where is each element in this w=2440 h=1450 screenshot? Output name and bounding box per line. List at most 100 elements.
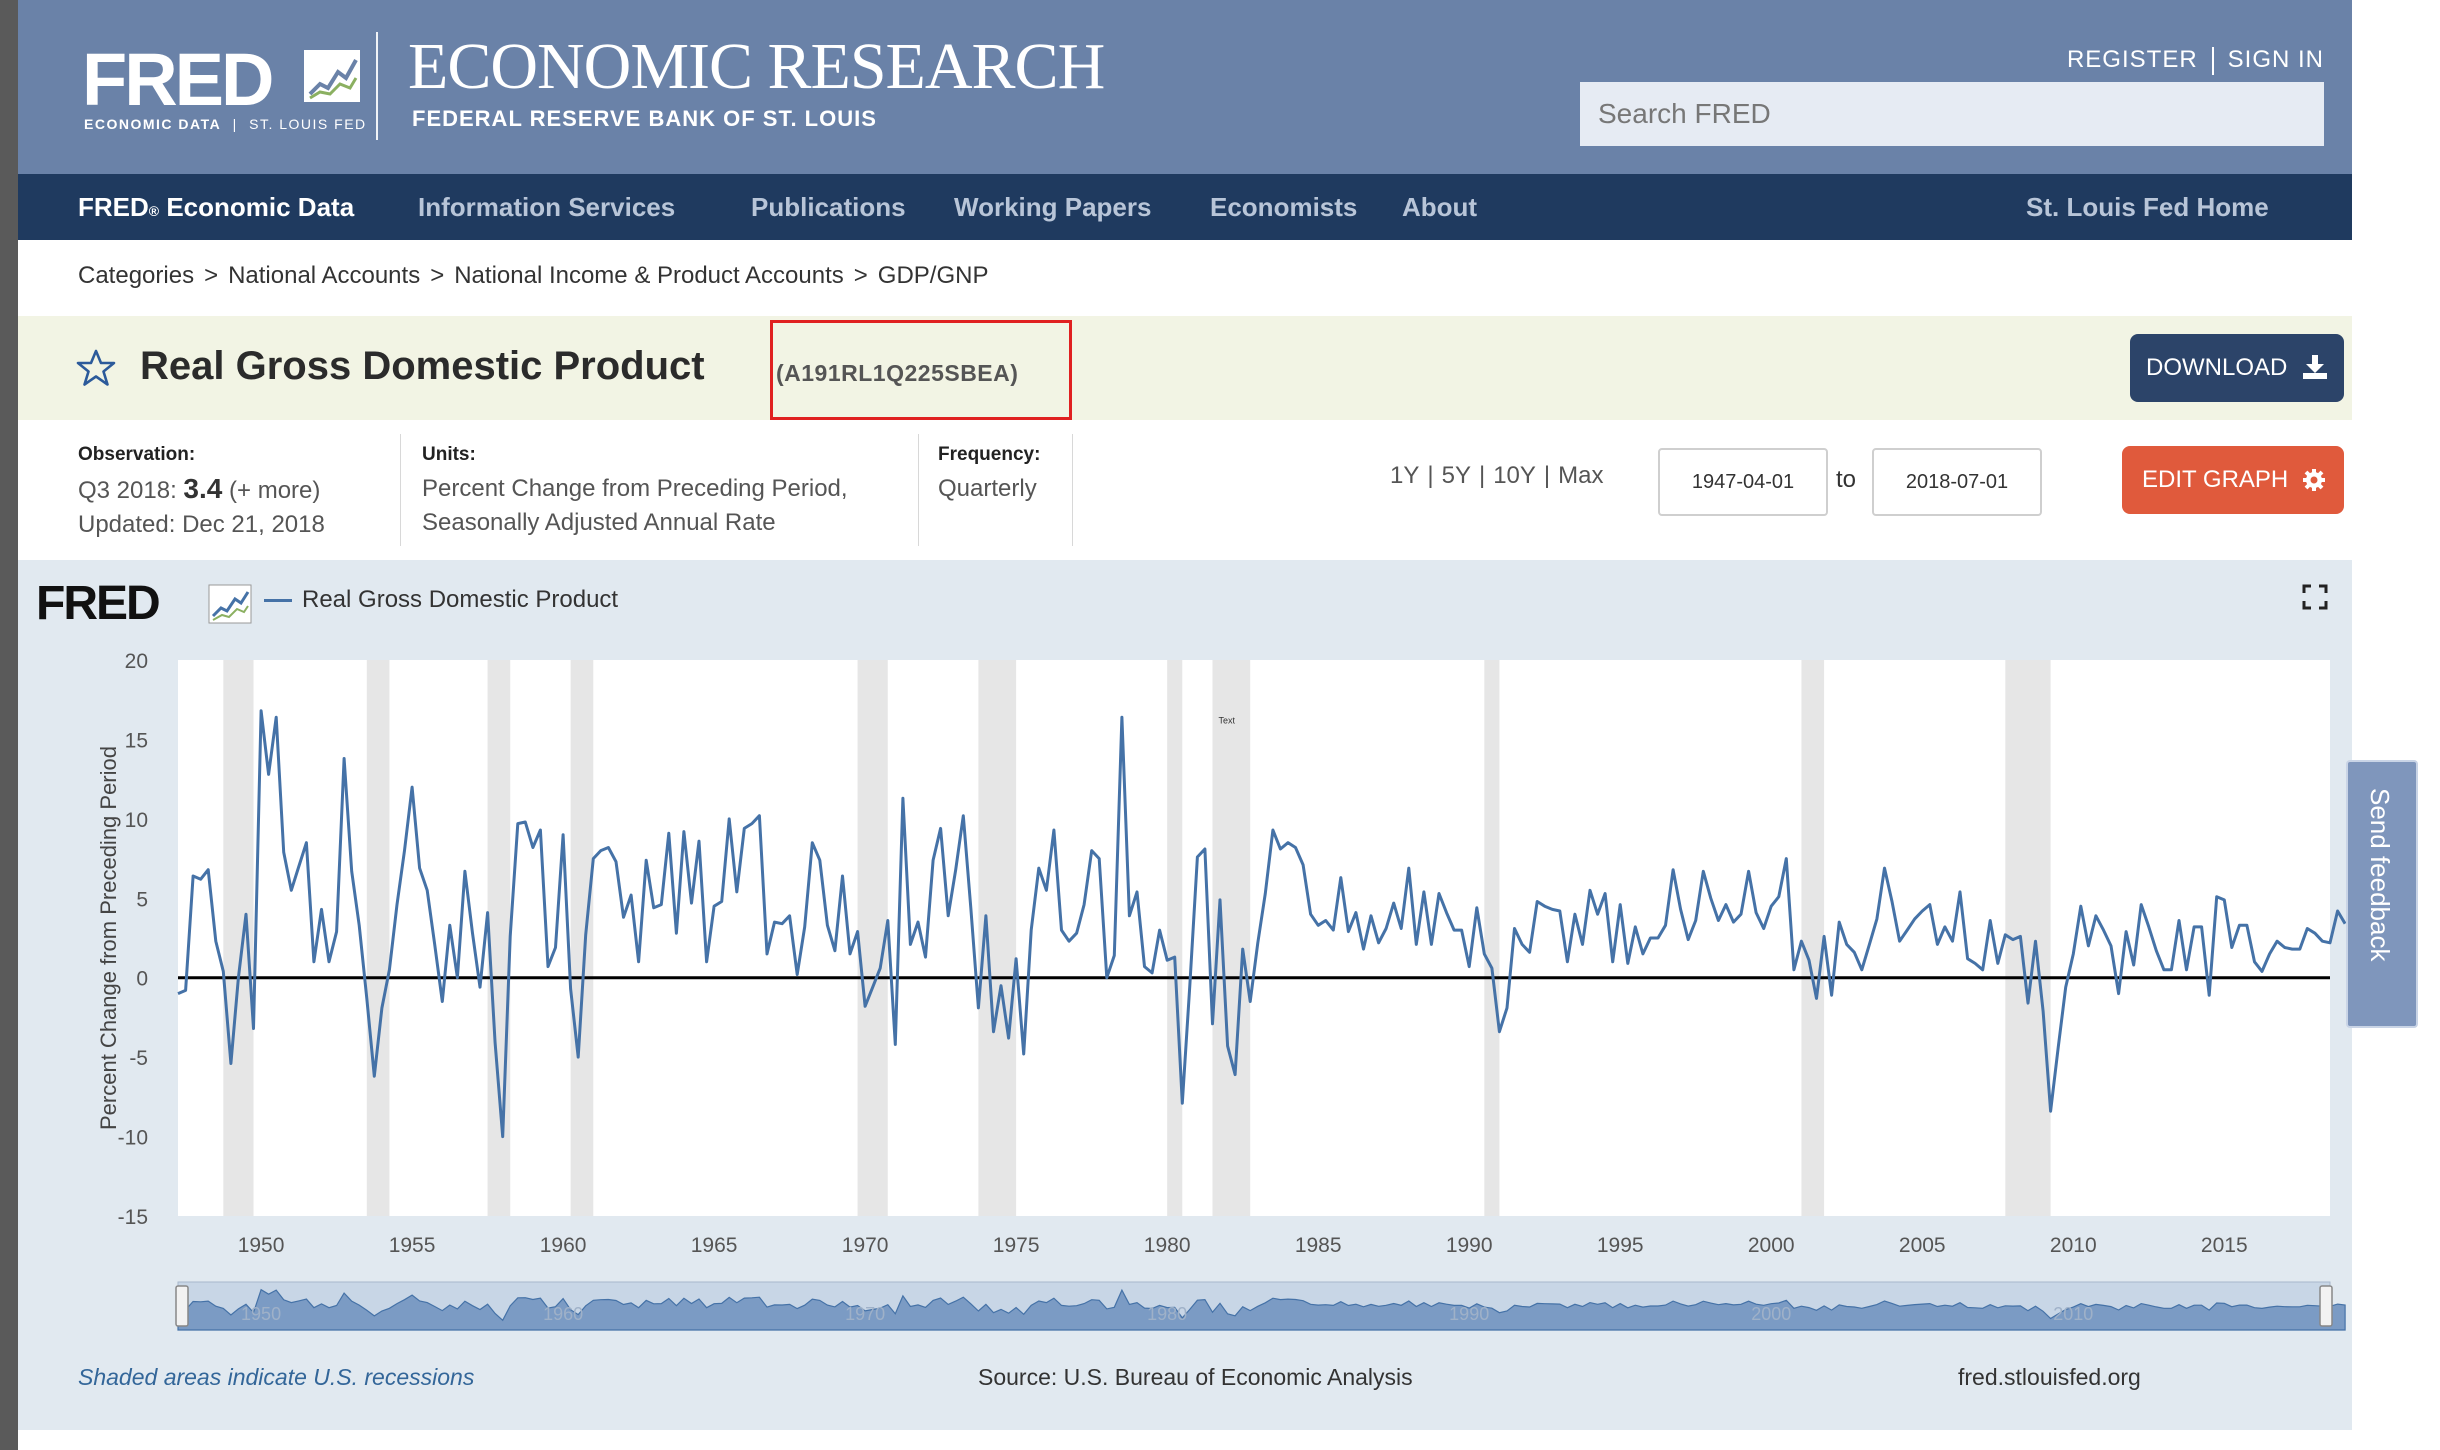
range-links: 1Y | 5Y | 10Y | Max bbox=[1390, 462, 1604, 489]
navigator-handle[interactable] bbox=[2319, 1285, 2333, 1327]
y-tick-label: 15 bbox=[125, 729, 148, 752]
navigator-label: 2010 bbox=[2053, 1304, 2093, 1324]
y-tick-label: -10 bbox=[118, 1127, 148, 1150]
logo-sub-right: ST. LOUIS FED bbox=[249, 116, 367, 132]
observation-label: Observation: bbox=[78, 444, 196, 465]
breadcrumb: Categories > National Accounts > National In… bbox=[78, 262, 988, 290]
register-link[interactable]: REGISTER bbox=[2066, 46, 2198, 73]
units-block: Units: Percent Change from Preceding Per… bbox=[422, 444, 848, 540]
x-tick-label: 2015 bbox=[2201, 1234, 2248, 1257]
navigator-label: 1960 bbox=[543, 1304, 583, 1324]
nav-information-services[interactable]: Information Services bbox=[418, 192, 676, 222]
economic-research-title[interactable]: ECONOMIC RESEARCH bbox=[408, 30, 1105, 103]
star-icon[interactable] bbox=[76, 348, 116, 388]
range-1y[interactable]: 1Y bbox=[1390, 462, 1420, 489]
nav-publications[interactable]: Publications bbox=[751, 192, 906, 222]
send-feedback-tab[interactable]: Send feedback bbox=[2346, 760, 2418, 1028]
x-tick-label: 1955 bbox=[389, 1234, 436, 1257]
breadcrumb-separator: > bbox=[430, 262, 445, 289]
fred-logo[interactable]: FRED ECONOMIC DATA | ST. LOUIS FED bbox=[66, 40, 366, 140]
breadcrumb-nipa[interactable]: National Income & Product Accounts bbox=[454, 262, 844, 289]
x-tick-label: 1990 bbox=[1446, 1234, 1493, 1257]
navigator-label: 1970 bbox=[845, 1304, 885, 1324]
auth-links: REGISTER SIGN IN bbox=[2067, 46, 2324, 75]
recession-band bbox=[366, 660, 390, 1216]
nav-about[interactable]: About bbox=[1402, 192, 1478, 222]
chart-logo-icon bbox=[304, 50, 360, 102]
logo-sub-left: ECONOMIC DATA bbox=[84, 116, 222, 132]
edit-graph-label: EDIT GRAPH bbox=[2142, 466, 2289, 493]
chart-legend[interactable]: Real Gross Domestic Product bbox=[264, 586, 618, 614]
right-gutter bbox=[2352, 0, 2440, 1450]
edit-graph-button[interactable]: EDIT GRAPH bbox=[2122, 446, 2344, 514]
observation-block: Observation: Q3 2018: 3.4 (+ more) Updat… bbox=[78, 444, 325, 542]
y-tick-label: 0 bbox=[136, 968, 148, 991]
nav-working-papers[interactable]: Working Papers bbox=[954, 192, 1152, 222]
navigator-label: 1980 bbox=[1147, 1304, 1187, 1324]
chart-source: Source: U.S. Bureau of Economic Analysis bbox=[978, 1364, 1413, 1390]
recession-band bbox=[1167, 660, 1183, 1216]
observation-period: Q3 2018: bbox=[78, 477, 177, 504]
series-title: Real Gross Domestic Product bbox=[140, 344, 705, 388]
y-tick-label: 10 bbox=[125, 809, 148, 832]
y-axis-label: Percent Change from Preceding Period bbox=[96, 746, 121, 1130]
units-label: Units: bbox=[422, 444, 476, 465]
y-tick-label: 5 bbox=[136, 888, 148, 911]
meta-divider bbox=[400, 434, 401, 546]
download-icon bbox=[2303, 355, 2327, 379]
y-tick-label: -5 bbox=[129, 1047, 148, 1070]
range-max[interactable]: Max bbox=[1558, 462, 1604, 489]
nav-fred-economic-data[interactable]: FRED® Economic Data bbox=[78, 192, 354, 223]
legend-swatch bbox=[264, 599, 292, 603]
plot-area bbox=[178, 660, 2330, 1216]
range-10y[interactable]: 10Y bbox=[1493, 462, 1536, 489]
y-tick-label: -15 bbox=[118, 1206, 148, 1229]
range-5y[interactable]: 5Y bbox=[1441, 462, 1471, 489]
x-tick-label: 2010 bbox=[2050, 1234, 2097, 1257]
navigator-handle[interactable] bbox=[175, 1285, 189, 1327]
page: FRED ECONOMIC DATA | ST. LOUIS FED ECONO… bbox=[18, 0, 2352, 1450]
x-tick-label: 1985 bbox=[1295, 1234, 1342, 1257]
breadcrumb-categories[interactable]: Categories bbox=[78, 262, 195, 289]
nav-reg-mark: ® bbox=[148, 203, 160, 219]
x-tick-label: 1980 bbox=[1144, 1234, 1191, 1257]
breadcrumb-separator: > bbox=[853, 262, 868, 289]
auth-separator bbox=[2211, 46, 2214, 75]
header-divider bbox=[376, 32, 378, 140]
fred-site-link[interactable]: fred.stlouisfed.org bbox=[1958, 1364, 2141, 1390]
navigator-series-area bbox=[177, 1288, 2346, 1331]
series-id: (A191RL1Q225SBEA) bbox=[776, 360, 1019, 386]
recession-band bbox=[487, 660, 511, 1216]
meta-divider bbox=[1072, 434, 1073, 546]
logo-word: FRED bbox=[82, 38, 274, 121]
observation-value-line: Q3 2018: 3.4 (+ more) bbox=[78, 472, 325, 508]
sign-in-link[interactable]: SIGN IN bbox=[2227, 46, 2324, 73]
meta-divider bbox=[918, 434, 919, 546]
download-button[interactable]: DOWNLOAD bbox=[2130, 334, 2344, 402]
breadcrumb-national-accounts[interactable]: National Accounts bbox=[228, 262, 421, 289]
search-input[interactable] bbox=[1580, 82, 2324, 146]
breadcrumb-gdp-gnp[interactable]: GDP/GNP bbox=[877, 262, 989, 289]
start-date-input[interactable] bbox=[1658, 448, 1828, 516]
fullscreen-icon[interactable] bbox=[2302, 584, 2328, 610]
frequency-block: Frequency: Quarterly bbox=[938, 444, 1040, 506]
observation-more-link[interactable]: (+ more) bbox=[229, 477, 321, 504]
site-header: FRED ECONOMIC DATA | ST. LOUIS FED ECONO… bbox=[18, 0, 2352, 174]
chart-annotation: Text bbox=[1218, 716, 1235, 726]
x-tick-label: 2000 bbox=[1748, 1234, 1795, 1257]
gear-icon bbox=[2303, 469, 2325, 491]
download-label: DOWNLOAD bbox=[2146, 354, 2288, 381]
series-id-highlight bbox=[770, 320, 1072, 420]
nav-st-louis-fed-home[interactable]: St. Louis Fed Home bbox=[2026, 192, 2269, 222]
recession-band bbox=[1801, 660, 1825, 1216]
series-meta: Observation: Q3 2018: 3.4 (+ more) Updat… bbox=[18, 420, 2352, 560]
federal-reserve-subtitle: FEDERAL RESERVE BANK OF ST. LOUIS bbox=[412, 106, 877, 131]
units-line-2: Seasonally Adjusted Annual Rate bbox=[422, 509, 776, 536]
observation-value: 3.4 bbox=[183, 473, 223, 504]
x-tick-label: 1950 bbox=[238, 1234, 285, 1257]
logo-subtitle: ECONOMIC DATA | ST. LOUIS FED bbox=[84, 116, 367, 132]
end-date-input[interactable] bbox=[1872, 448, 2042, 516]
frequency-label: Frequency: bbox=[938, 444, 1041, 465]
nav-economists[interactable]: Economists bbox=[1210, 192, 1358, 222]
